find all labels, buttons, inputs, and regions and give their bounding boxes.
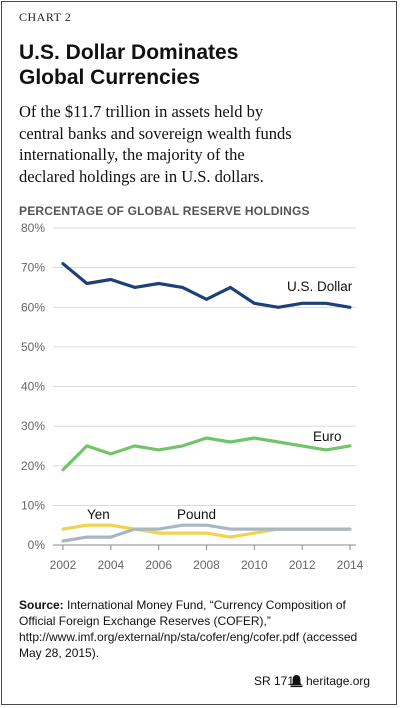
x-tick-label: 2004 — [97, 558, 124, 572]
report-id: SR 171 — [254, 674, 295, 688]
x-tick-label: 2012 — [289, 558, 316, 572]
subtitle-line-4: declared holdings are in U.S. dollars. — [19, 166, 264, 186]
source-note: Source: International Money Fund, “Curre… — [19, 597, 369, 661]
chart-title-line-2: Global Currencies — [19, 66, 200, 89]
series-line-euro — [61, 436, 352, 472]
chart-number: CHART 2 — [19, 10, 72, 24]
series-line-u-s-dollar — [61, 262, 352, 309]
subtitle-line-2: central banks and sovereign wealth funds — [19, 123, 292, 143]
bell-icon — [290, 675, 303, 688]
y-tick-label: 20% — [21, 459, 45, 473]
source-text: International Money Fund, “Currency Comp… — [19, 598, 358, 660]
chart-title-line-1: U.S. Dollar Dominates — [19, 41, 239, 64]
y-tick-label: 0% — [28, 538, 46, 552]
y-tick-label: 40% — [21, 380, 45, 394]
y-tick-label: 70% — [21, 261, 45, 275]
chart-subtitle: Of the $11.7 trillion in assets held by … — [19, 101, 391, 187]
x-tick-label: 2010 — [241, 558, 268, 572]
series-label: Euro — [313, 429, 342, 444]
subtitle-line-1: Of the $11.7 trillion in assets held by — [19, 102, 264, 121]
subtitle-line-3: internationally, the majority of the — [19, 145, 245, 164]
chart-title: U.S. Dollar Dominates Global Currencies — [19, 40, 379, 90]
site-url: heritage.org — [306, 674, 371, 688]
x-tick-label: 2002 — [50, 558, 77, 572]
x-tick-label: 2008 — [193, 558, 220, 572]
y-axis-title: PERCENTAGE OF GLOBAL RESERVE HOLDINGS — [19, 204, 310, 218]
x-tick-label: 2014 — [337, 558, 364, 572]
y-tick-label: 50% — [21, 340, 45, 354]
series-label: Pound — [177, 507, 216, 522]
y-tick-label: 60% — [21, 300, 45, 314]
series-label: U.S. Dollar — [287, 279, 353, 294]
x-tick-label: 2006 — [145, 558, 172, 572]
y-tick-label: 80% — [21, 221, 45, 235]
y-tick-label: 30% — [21, 419, 45, 433]
series-line-yen — [61, 523, 352, 539]
y-tick-label: 10% — [21, 498, 45, 512]
series-line-pound — [61, 523, 352, 543]
series-label: Yen — [87, 507, 110, 522]
source-lead: Source: — [19, 598, 64, 612]
